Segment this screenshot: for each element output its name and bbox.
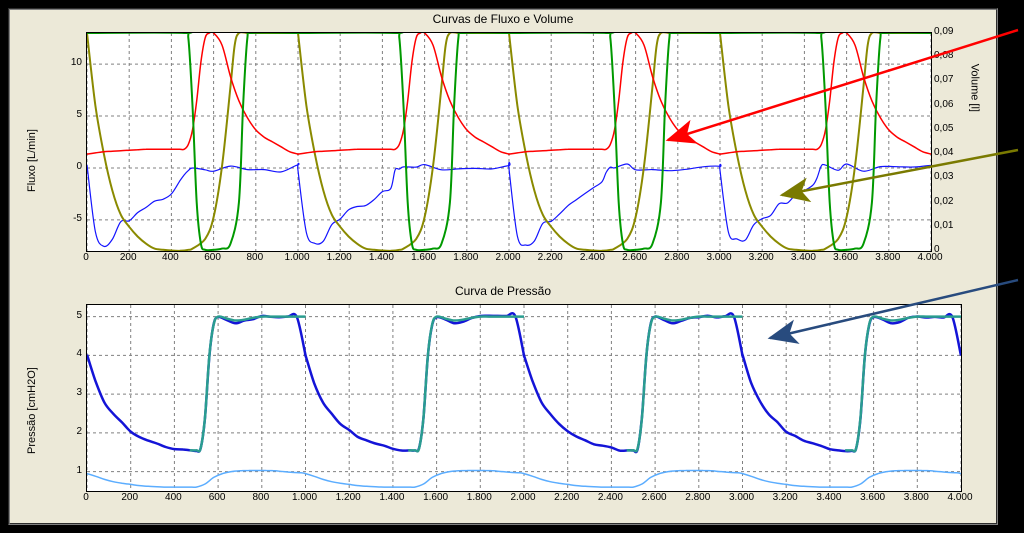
xtick-label: 1.600: [418, 492, 454, 503]
xtick-label: 0: [68, 492, 104, 503]
ytick-label-right: 0,01: [934, 220, 968, 231]
ytick-label-left: 5: [52, 109, 82, 120]
series-pressure_overlay: [190, 316, 306, 451]
ytick-label-right: 0,02: [934, 196, 968, 207]
ytick-label-right: 0,05: [934, 123, 968, 134]
xtick-label: 800: [237, 252, 273, 263]
xtick-label: 2.600: [636, 492, 672, 503]
xtick-label: 200: [110, 252, 146, 263]
top-chart-title: Curvas de Fluxo e Volume: [14, 12, 992, 26]
xtick-label: 1.400: [363, 252, 399, 263]
ytick-label-left: 10: [52, 57, 82, 68]
xtick-label: 600: [199, 492, 235, 503]
xtick-label: 1.600: [406, 252, 442, 263]
xtick-label: 3.600: [855, 492, 891, 503]
ytick-label-left: 3: [52, 387, 82, 398]
series-pressure_overlay: [845, 316, 961, 451]
xtick-label: 3.400: [811, 492, 847, 503]
ytick-label-right: 0,06: [934, 99, 968, 110]
bottom-chart-plot: [86, 304, 962, 492]
charts-frame: Curvas de Fluxo e Volume Fluxo [L/min] V…: [8, 8, 998, 525]
xtick-label: 2.200: [532, 252, 568, 263]
bottom-chart-title: Curva de Pressão: [14, 284, 992, 298]
xtick-label: 2.800: [659, 252, 695, 263]
xtick-label: 0: [68, 252, 104, 263]
xtick-label: 1.400: [374, 492, 410, 503]
ytick-label-left: 0: [52, 161, 82, 172]
xtick-label: 200: [112, 492, 148, 503]
xtick-label: 2.800: [680, 492, 716, 503]
ytick-label-right: 0,07: [934, 74, 968, 85]
xtick-label: 3.000: [701, 252, 737, 263]
xtick-label: 2.400: [592, 492, 628, 503]
series-pressure_ref: [87, 470, 961, 487]
ytick-label-right: 0,08: [934, 50, 968, 61]
ytick-label-right: 0,09: [934, 26, 968, 37]
xtick-label: 400: [152, 252, 188, 263]
xtick-label: 400: [155, 492, 191, 503]
top-chart-plot: [86, 32, 932, 252]
ytick-label-left: 5: [52, 310, 82, 321]
ytick-label-right: 0: [934, 244, 968, 255]
bottom-chart-svg: [87, 305, 961, 491]
xtick-label: 2.200: [549, 492, 585, 503]
xtick-label: 4.000: [942, 492, 978, 503]
ytick-label-left: 4: [52, 348, 82, 359]
ytick-label-left: 1: [52, 465, 82, 476]
xtick-label: 3.200: [743, 252, 779, 263]
xtick-label: 600: [195, 252, 231, 263]
ytick-label-left: 2: [52, 426, 82, 437]
top-chart-svg: [87, 33, 931, 251]
xtick-label: 1.000: [279, 252, 315, 263]
xtick-label: 1.200: [321, 252, 357, 263]
top-chart-ylabel-left: Fluxo [L/min]: [26, 129, 38, 192]
xtick-label: 1.800: [461, 492, 497, 503]
xtick-label: 1.200: [330, 492, 366, 503]
ytick-label-right: 0,04: [934, 147, 968, 158]
series-pressure_overlay: [408, 316, 524, 451]
xtick-label: 2.000: [490, 252, 526, 263]
xtick-label: 3.000: [724, 492, 760, 503]
xtick-label: 1.800: [448, 252, 484, 263]
xtick-label: 3.400: [785, 252, 821, 263]
xtick-label: 2.400: [574, 252, 610, 263]
xtick-label: 3.800: [898, 492, 934, 503]
xtick-label: 2.600: [617, 252, 653, 263]
top-chart-panel: Curvas de Fluxo e Volume Fluxo [L/min] V…: [14, 12, 992, 280]
xtick-label: 3.800: [870, 252, 906, 263]
bottom-chart-ylabel-left: Pressão [cmH2O]: [26, 367, 38, 454]
xtick-label: 3.200: [767, 492, 803, 503]
top-chart-ylabel-right: Volume [l]: [968, 64, 980, 112]
bottom-chart-panel: Curva de Pressão Pressão [cmH2O] 0 200 400…: [14, 284, 992, 520]
xtick-label: 2.000: [505, 492, 541, 503]
xtick-label: 1.000: [287, 492, 323, 503]
ytick-label-right: 0,03: [934, 171, 968, 182]
ytick-label-left: -5: [52, 213, 82, 224]
xtick-label: 3.600: [828, 252, 864, 263]
series-pressure_overlay: [627, 316, 743, 451]
xtick-label: 800: [243, 492, 279, 503]
